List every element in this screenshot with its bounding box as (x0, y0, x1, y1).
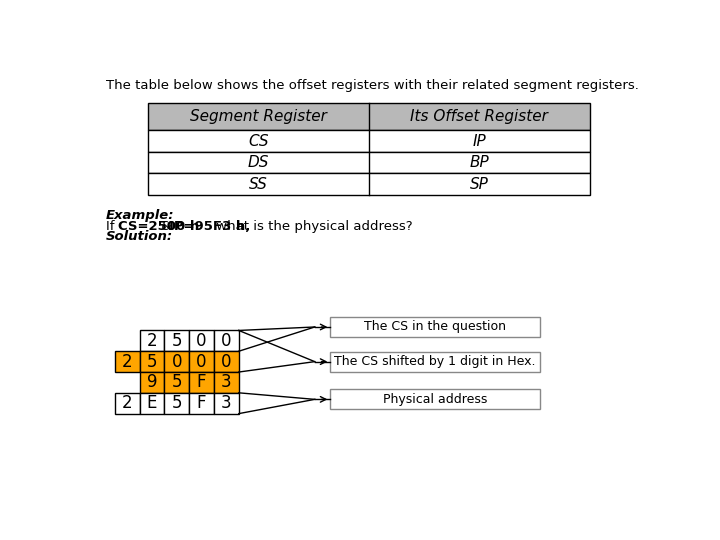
Bar (214, 351, 239, 372)
Text: CS: CS (248, 133, 269, 148)
Text: 5: 5 (171, 394, 182, 412)
Text: If: If (106, 220, 118, 233)
Text: Example:: Example: (106, 209, 174, 222)
Text: Its Offset Register: Its Offset Register (410, 109, 549, 124)
Bar (148, 173, 590, 195)
Bar (114, 393, 140, 414)
Text: F: F (197, 394, 207, 412)
Bar (330, 389, 539, 409)
Text: Solution:: Solution: (106, 231, 173, 244)
Bar (164, 393, 189, 414)
Text: 0: 0 (171, 353, 182, 370)
Text: 5: 5 (171, 374, 182, 391)
Text: 2: 2 (122, 394, 132, 412)
Bar (148, 103, 590, 130)
Bar (164, 372, 189, 393)
Bar (330, 352, 539, 372)
Text: 9: 9 (147, 374, 157, 391)
Bar (164, 330, 189, 351)
Text: CS=2500 h: CS=2500 h (117, 220, 199, 233)
Text: F: F (197, 374, 207, 391)
Text: 0: 0 (221, 353, 232, 370)
Text: The CS in the question: The CS in the question (364, 320, 506, 334)
Text: Physical address: Physical address (383, 393, 487, 406)
Text: 5: 5 (171, 332, 182, 350)
Bar (114, 351, 140, 372)
Bar (214, 330, 239, 351)
Bar (189, 351, 214, 372)
Bar (164, 351, 189, 372)
Bar (214, 393, 239, 414)
Text: 3: 3 (221, 394, 232, 412)
Bar (148, 152, 590, 173)
Text: BP: BP (469, 155, 490, 170)
Text: SS: SS (249, 177, 268, 192)
Bar (140, 351, 164, 372)
Text: DS: DS (248, 155, 269, 170)
Text: The CS shifted by 1 digit in Hex.: The CS shifted by 1 digit in Hex. (334, 355, 536, 368)
Bar (140, 393, 164, 414)
Text: 2: 2 (122, 353, 132, 370)
Text: &: & (157, 220, 176, 233)
Text: The table below shows the offset registers with their related segment registers.: The table below shows the offset registe… (106, 79, 639, 92)
Bar (214, 372, 239, 393)
Text: Segment Register: Segment Register (190, 109, 327, 124)
Text: E: E (147, 394, 157, 412)
Bar (140, 372, 164, 393)
Bar (330, 317, 539, 337)
Text: 3: 3 (221, 374, 232, 391)
Text: 0: 0 (221, 332, 232, 350)
Text: IP=95F3 h,: IP=95F3 h, (168, 220, 250, 233)
Text: 0: 0 (197, 332, 207, 350)
Bar (189, 393, 214, 414)
Text: IP: IP (472, 133, 486, 148)
Text: SP: SP (470, 177, 489, 192)
Bar (189, 330, 214, 351)
Bar (189, 372, 214, 393)
Text: 2: 2 (147, 332, 157, 350)
Text: 5: 5 (147, 353, 157, 370)
Bar (148, 130, 590, 152)
Bar (140, 330, 164, 351)
Text: 0: 0 (197, 353, 207, 370)
Text: what is the physical address?: what is the physical address? (212, 220, 413, 233)
